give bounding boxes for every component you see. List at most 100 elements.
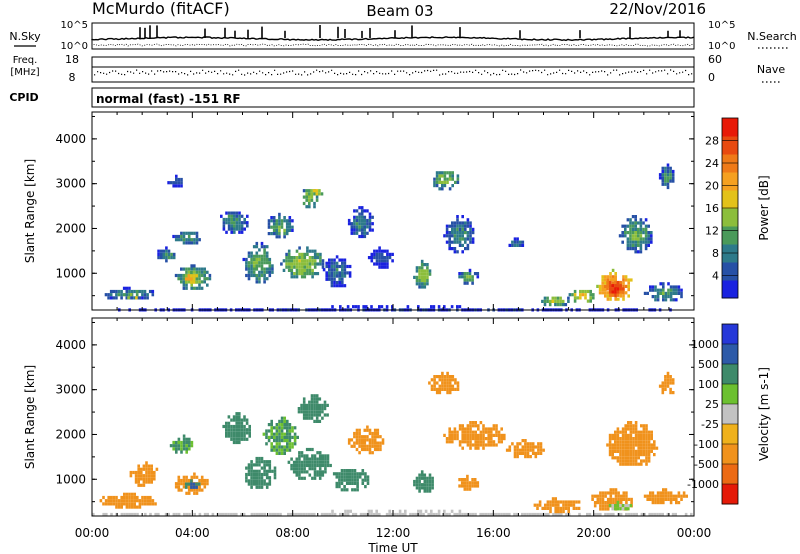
data-cell bbox=[391, 259, 394, 263]
data-cell bbox=[464, 237, 467, 241]
data-cell bbox=[366, 425, 369, 429]
data-cell bbox=[153, 474, 156, 478]
data-cell bbox=[107, 502, 110, 506]
data-cell bbox=[293, 272, 296, 276]
data-cell bbox=[182, 231, 186, 235]
data-cell bbox=[647, 446, 651, 450]
data-cell bbox=[338, 478, 341, 482]
data-cell bbox=[182, 283, 186, 287]
data-cell bbox=[680, 295, 683, 299]
data-cell bbox=[358, 212, 361, 216]
data-cell bbox=[552, 512, 555, 517]
data-cell bbox=[341, 277, 344, 281]
data-cell bbox=[144, 512, 147, 517]
data-cell bbox=[621, 430, 625, 434]
data-cell bbox=[200, 280, 204, 284]
data-cell bbox=[112, 499, 116, 503]
data-cell bbox=[487, 512, 490, 517]
data-cell bbox=[321, 473, 325, 477]
data-cell bbox=[461, 237, 464, 241]
data-cell bbox=[338, 264, 341, 269]
data-cell bbox=[435, 381, 439, 385]
data-cell bbox=[200, 475, 204, 479]
data-cell bbox=[311, 467, 314, 471]
data-cell bbox=[235, 512, 238, 517]
data-cell bbox=[438, 387, 442, 391]
data-cell bbox=[614, 456, 617, 460]
data-cell bbox=[287, 460, 291, 464]
data-cell bbox=[193, 238, 196, 242]
data-cell bbox=[293, 442, 297, 446]
data-cell bbox=[461, 234, 464, 238]
data-cell bbox=[358, 444, 361, 448]
data-cell bbox=[268, 466, 272, 470]
data-cell bbox=[474, 424, 477, 428]
data-cell bbox=[190, 479, 193, 483]
data-region bbox=[658, 371, 675, 395]
data-cell bbox=[435, 391, 439, 395]
data-cell bbox=[650, 237, 653, 241]
data-cell bbox=[265, 435, 268, 439]
data-cell bbox=[290, 256, 294, 260]
data-cell bbox=[565, 512, 568, 517]
data-cell bbox=[622, 297, 625, 301]
data-cell bbox=[338, 472, 341, 476]
data-cell bbox=[662, 291, 665, 295]
data-cell bbox=[599, 507, 602, 511]
data-cell bbox=[300, 476, 304, 480]
data-cell bbox=[649, 491, 652, 495]
data-cell bbox=[247, 270, 251, 274]
data-cell bbox=[285, 219, 289, 223]
data-cell bbox=[344, 509, 347, 513]
data-cell bbox=[639, 247, 643, 251]
data-cell bbox=[466, 512, 469, 517]
data-cell bbox=[335, 268, 339, 272]
data-cell bbox=[630, 501, 633, 505]
data-cell bbox=[669, 291, 673, 295]
data-cell bbox=[353, 431, 356, 436]
data-cell bbox=[489, 512, 493, 517]
data-cell bbox=[318, 470, 322, 474]
data-cell bbox=[246, 221, 249, 225]
data-cell bbox=[270, 432, 273, 436]
data-cell bbox=[271, 469, 274, 473]
data-cell bbox=[115, 499, 118, 503]
data-cell bbox=[664, 173, 667, 177]
data-cell bbox=[132, 470, 135, 475]
plot-frame bbox=[91, 317, 695, 517]
data-cell bbox=[492, 424, 496, 428]
data-cell bbox=[627, 281, 630, 285]
data-cell bbox=[435, 375, 439, 379]
data-cell bbox=[300, 512, 303, 517]
data-cell bbox=[321, 407, 324, 411]
data-cell bbox=[308, 463, 312, 468]
data-cell bbox=[619, 284, 622, 288]
data-cell bbox=[313, 201, 316, 206]
data-cell bbox=[305, 460, 309, 464]
data-cell bbox=[544, 506, 547, 510]
data-cell bbox=[500, 440, 503, 444]
data-cell bbox=[573, 289, 577, 294]
data-cell bbox=[247, 267, 251, 271]
data-cell bbox=[313, 394, 316, 398]
data-cell bbox=[461, 224, 464, 228]
data-cell bbox=[240, 428, 244, 432]
data-cell bbox=[302, 195, 306, 199]
data-cell bbox=[333, 274, 336, 278]
data-cell bbox=[230, 424, 233, 429]
data-cell bbox=[133, 289, 136, 294]
data-cell bbox=[333, 261, 336, 265]
data-cell bbox=[318, 473, 322, 477]
data-cell bbox=[469, 512, 472, 517]
data-cell bbox=[464, 227, 467, 231]
data-cell bbox=[591, 497, 594, 501]
data-cell bbox=[262, 432, 266, 436]
data-cell bbox=[355, 435, 359, 439]
data-cell bbox=[629, 224, 632, 228]
data-cell bbox=[526, 512, 529, 517]
data-region bbox=[129, 461, 159, 487]
data-cell bbox=[453, 250, 457, 254]
data-cell bbox=[464, 240, 467, 244]
data-cell bbox=[644, 240, 648, 244]
data-cell bbox=[471, 281, 474, 285]
